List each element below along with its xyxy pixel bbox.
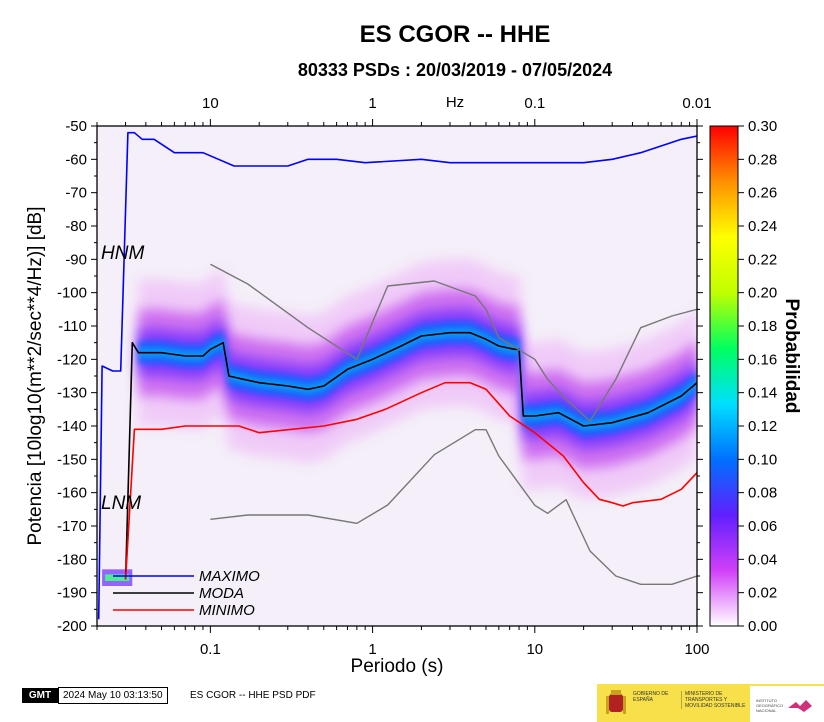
lnm-label: LNM	[101, 493, 141, 514]
x-tick-label: 100	[684, 641, 709, 658]
y-axis-label: Potencia [10log10(m**2/sec**4/Hz)] [dB]	[25, 206, 46, 545]
y-tick-label: -70	[65, 185, 87, 202]
ign-logo: INSTITUTO GEOGRÁFICO NACIONAL	[750, 686, 824, 722]
colorbar-tick-label: 0.00	[748, 618, 777, 635]
colorbar-tick-label: 0.26	[748, 185, 777, 202]
colorbar-tick-label: 0.28	[748, 151, 777, 168]
colorbar-tick-label: 0.22	[748, 251, 777, 268]
lines-layer	[97, 131, 697, 620]
x-tick-label: 10	[526, 641, 543, 658]
colorbar-label: Probabilidad	[781, 298, 802, 413]
y-tick-label: -160	[57, 485, 87, 502]
colorbar-tick-label: 0.12	[748, 418, 777, 435]
y-tick-label: -200	[57, 618, 87, 635]
chart-subtitle: 80333 PSDs : 20/03/2019 - 07/05/2024	[298, 60, 612, 80]
minimo-line	[124, 381, 697, 580]
colorbar-tick-label: 0.10	[748, 451, 777, 468]
colorbar	[709, 125, 739, 627]
density-band-peak	[138, 327, 697, 431]
y-tick-label: -170	[57, 518, 87, 535]
legend-label-maximo: MAXIMO	[199, 568, 260, 585]
ign-mark-icon	[788, 700, 812, 712]
y-tick-label: -120	[57, 351, 87, 368]
y-tick-label: -190	[57, 585, 87, 602]
crest-icon	[606, 690, 626, 714]
colorbar-tick-label: 0.30	[748, 118, 777, 135]
legend-label-minimo: MINIMO	[199, 602, 255, 619]
colorbar-tick-label: 0.18	[748, 318, 777, 335]
top-tick-label: 10	[202, 95, 219, 112]
top-tick-label: 1	[368, 95, 376, 112]
x-tick-label: 1	[368, 641, 376, 658]
y-tick-label: -150	[57, 451, 87, 468]
colorbar-tick-label: 0.14	[748, 385, 777, 402]
y-tick-label: -110	[58, 318, 87, 335]
x-axis: 0.1 1 10 100	[96, 626, 710, 658]
government-label: GOBIERNO DE ESPAÑA	[633, 691, 669, 703]
y-tick-label: -180	[57, 551, 87, 568]
top-axis-unit: Hz	[446, 94, 464, 111]
y-tick-label: -130	[57, 385, 87, 402]
ministry-label: MINISTERIO DE TRANSPORTES Y MOVILIDAD SO…	[681, 691, 751, 709]
chart-title: ES CGOR -- HHE	[360, 21, 551, 48]
lnm-line	[210, 429, 697, 585]
colorbar-tick-label: 0.04	[748, 551, 777, 568]
y-tick-label: -90	[65, 251, 87, 268]
gmt-timestamp: 2024 May 10 03:13:50	[58, 687, 168, 704]
y-tick-label: -60	[65, 151, 87, 168]
ign-label: INSTITUTO GEOGRÁFICO NACIONAL	[756, 698, 784, 713]
colorbar-tick-label: 0.08	[748, 485, 777, 502]
legend-label-moda: MODA	[199, 585, 244, 602]
moda-line	[124, 331, 697, 580]
colorbar-tick-label: 0.20	[748, 285, 777, 302]
y-tick-label: -50	[65, 118, 87, 135]
x-axis-label: Periodo (s)	[351, 656, 444, 677]
plot-frame	[96, 125, 698, 627]
footer: GMT 2024 May 10 03:13:50 ES CGOR -- HHE …	[0, 684, 824, 722]
top-tick-label: 0.1	[524, 95, 545, 112]
colorbar-tick-label: 0.16	[748, 351, 777, 368]
colorbar-tick-label: 0.06	[748, 518, 777, 535]
gmt-badge: GMT	[22, 688, 58, 703]
footer-caption: ES CGOR -- HHE PSD PDF	[190, 690, 316, 701]
y-tick-label: -140	[57, 418, 87, 435]
top-axis: 10 1 0.1 0.01	[96, 95, 712, 126]
top-tick-label: 0.01	[682, 95, 711, 112]
maximo-line	[97, 131, 697, 620]
y-tick-label: -80	[65, 218, 87, 235]
hnm-line	[210, 263, 697, 422]
hnm-label: HNM	[101, 243, 144, 264]
y-tick-label: -100	[57, 285, 87, 302]
density-layer	[97, 126, 697, 626]
x-tick-label: 0.1	[200, 641, 221, 658]
density-blob-peak	[105, 574, 130, 581]
psd-chart: ES CGOR -- HHE 80333 PSDs : 20/03/2019 -…	[25, 21, 802, 677]
colorbar-ticks: 0.00 0.02 0.04 0.06 0.08 0.10 0.12 0.14 0.16 0.18…	[738, 118, 777, 635]
colorbar-tick-label: 0.24	[748, 218, 777, 235]
colorbar-tick-label: 0.02	[748, 585, 777, 602]
y-axis: -50 -60 -70 -80 -90 -100 -110 -120 -130 -140 -150 -…	[57, 118, 703, 635]
